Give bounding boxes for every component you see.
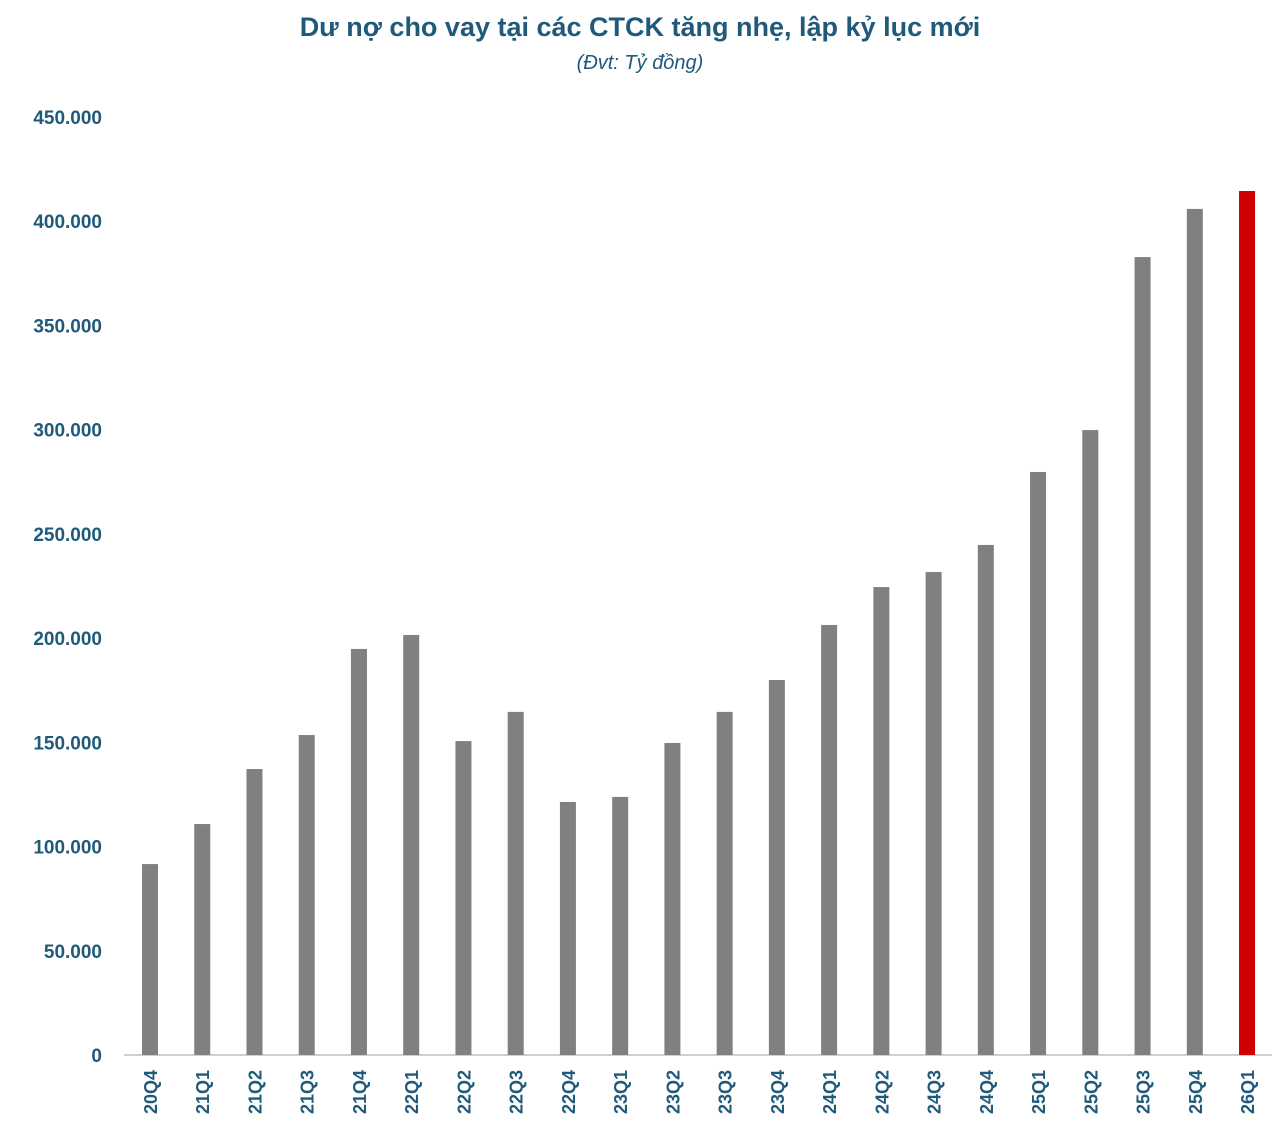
bar-24Q2	[873, 587, 890, 1055]
bar-23Q4	[768, 680, 785, 1055]
y-tick-label: 100.000	[33, 838, 102, 859]
y-tick-label: 350.000	[33, 316, 102, 337]
x-tick-label: 24Q4	[977, 1070, 997, 1114]
bar-24Q1	[821, 624, 838, 1055]
bar-25Q1	[1030, 471, 1047, 1055]
x-tick-label: 22Q1	[402, 1070, 422, 1114]
y-tick-label: 300.000	[33, 421, 102, 442]
bar-24Q3	[925, 572, 942, 1055]
bar-23Q1	[612, 796, 629, 1055]
x-tick-label: 21Q4	[350, 1070, 370, 1114]
bar-22Q2	[455, 741, 472, 1055]
chart-title: Dư nợ cho vay tại các CTCK tăng nhẹ, lập…	[299, 12, 981, 42]
x-tick-label: 24Q2	[872, 1070, 892, 1114]
bar-25Q3	[1134, 257, 1151, 1055]
y-tick-label: 250.000	[33, 525, 102, 546]
bar-21Q2	[246, 769, 263, 1055]
x-tick-label: 23Q3	[716, 1070, 736, 1114]
bar-22Q4	[559, 801, 576, 1055]
x-tick-label: 23Q2	[663, 1070, 683, 1114]
y-tick-label: 400.000	[33, 212, 102, 233]
bar-25Q2	[1082, 430, 1099, 1055]
bar-22Q3	[507, 711, 524, 1055]
x-tick-label: 23Q4	[768, 1070, 788, 1114]
x-tick-label: 21Q2	[245, 1070, 265, 1114]
x-tick-label: 21Q3	[298, 1070, 318, 1114]
bar-24Q4	[977, 544, 994, 1055]
x-tick-label: 25Q4	[1186, 1070, 1206, 1114]
x-tick-label: 22Q4	[559, 1070, 579, 1114]
x-tick-label: 26Q1	[1238, 1070, 1258, 1114]
x-tick-label: 25Q1	[1029, 1070, 1049, 1114]
chart-subtitle: (Đvt: Tỷ đồng)	[576, 52, 704, 74]
x-tick-label: 23Q1	[611, 1070, 631, 1114]
y-tick-label: 50.000	[44, 942, 102, 963]
y-tick-label: 450.000	[33, 108, 102, 129]
y-tick-label: 200.000	[33, 629, 102, 650]
x-tick-label: 25Q2	[1081, 1070, 1101, 1114]
x-tick-label: 24Q3	[925, 1070, 945, 1114]
x-tick-label: 22Q2	[454, 1070, 474, 1114]
bar-20Q4	[142, 864, 158, 1055]
bar-25Q4	[1186, 208, 1203, 1055]
bar-21Q4	[350, 648, 367, 1055]
bar-22Q1	[403, 634, 420, 1055]
y-tick-label: 0	[91, 1046, 102, 1067]
bar-26Q1	[1239, 190, 1256, 1055]
bar-23Q2	[664, 742, 681, 1055]
x-tick-label: 25Q3	[1134, 1070, 1154, 1114]
bar-21Q3	[298, 735, 315, 1055]
y-tick-label: 150.000	[33, 733, 102, 754]
x-tick-label: 24Q1	[820, 1070, 840, 1114]
x-tick-label: 20Q4	[141, 1070, 161, 1114]
bar-23Q3	[716, 711, 733, 1055]
x-tick-label: 22Q3	[507, 1070, 527, 1114]
x-tick-label: 21Q1	[193, 1070, 213, 1114]
bar-21Q1	[194, 824, 211, 1055]
